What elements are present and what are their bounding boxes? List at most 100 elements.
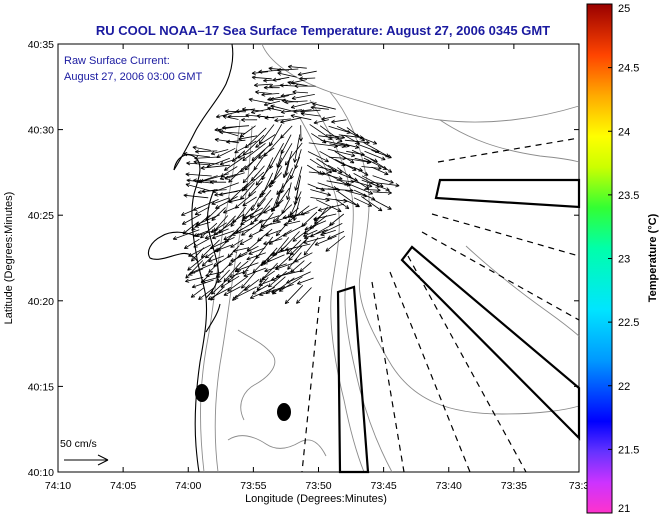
y-tick-label: 40:15 — [28, 381, 54, 393]
current-vector — [309, 158, 332, 174]
current-vector — [280, 117, 302, 124]
current-vector — [372, 175, 394, 184]
current-vector — [372, 190, 392, 195]
current-vector — [284, 157, 291, 176]
current-vector — [185, 183, 211, 192]
current-vector — [188, 244, 212, 257]
colorbar-tick-label: 22 — [618, 381, 630, 393]
current-vector — [258, 124, 275, 145]
current-vector — [234, 140, 257, 154]
current-vector — [280, 109, 303, 114]
current-vector — [258, 278, 277, 286]
x-tick-label: 74:05 — [110, 480, 136, 492]
current-vector — [289, 212, 310, 219]
current-vector — [209, 237, 235, 250]
contour-near-shore-2 — [214, 125, 253, 473]
current-vector — [251, 284, 269, 295]
current-vector — [287, 64, 307, 69]
current-vector — [185, 276, 204, 283]
y-tick-label: 40:35 — [28, 39, 54, 51]
current-vector — [248, 247, 266, 255]
chart-title: RU COOL NOAA–17 Sea Surface Temperature:… — [96, 23, 550, 38]
current-vector — [369, 158, 393, 173]
current-vector — [296, 277, 314, 285]
current-vector — [232, 247, 249, 253]
y-axis-label: Latitude (Degrees:Minutes) — [3, 192, 15, 325]
current-vector — [336, 141, 360, 149]
current-vector — [354, 134, 378, 145]
current-vector — [185, 172, 212, 177]
current-vector — [294, 166, 303, 191]
x-tick-label: 73:35 — [501, 480, 527, 492]
current-vector — [198, 287, 215, 300]
current-vector — [187, 255, 206, 271]
current-vector — [220, 275, 240, 288]
current-vector — [293, 134, 301, 163]
current-vector — [214, 137, 240, 144]
current-vector — [222, 125, 250, 130]
current-vector — [275, 270, 302, 278]
current-vector — [239, 237, 253, 245]
current-vector — [287, 80, 308, 87]
current-vector — [280, 93, 296, 98]
y-tick-label: 40:30 — [28, 125, 54, 137]
contour-south-patch — [237, 329, 276, 421]
contour-east-shelf — [465, 245, 580, 337]
current-vector — [237, 150, 254, 159]
current-vector — [172, 229, 200, 240]
current-vector — [287, 252, 302, 270]
current-vector — [313, 119, 329, 125]
current-vector — [211, 230, 235, 240]
x-tick-label: 73:50 — [305, 480, 331, 492]
current-vector — [180, 206, 201, 216]
contour-mid-shelf — [299, 117, 365, 473]
contour-shelf-outer — [261, 43, 580, 123]
current-vector — [264, 115, 285, 120]
current-vector — [331, 119, 347, 124]
current-vector — [238, 135, 258, 141]
scale-arrow — [64, 454, 109, 466]
current-vector — [267, 106, 282, 112]
current-vector — [286, 182, 292, 200]
current-vector — [265, 229, 282, 237]
current-vector — [235, 108, 256, 114]
buoy-marker-west — [195, 384, 209, 402]
current-vector — [205, 271, 224, 278]
current-vector — [182, 221, 199, 235]
dashed-line-7 — [437, 137, 580, 163]
current-vector — [230, 253, 248, 262]
dashed-line-6 — [431, 213, 580, 257]
current-vector — [371, 149, 392, 159]
current-vector — [258, 147, 275, 159]
current-vector — [224, 172, 245, 180]
plot-frame — [57, 43, 580, 473]
current-vector — [242, 167, 257, 184]
colorbar-tick-label: 23 — [618, 254, 630, 266]
current-vector — [211, 197, 230, 205]
current-vector — [307, 151, 329, 163]
current-vector — [201, 189, 227, 194]
current-vector — [195, 229, 219, 238]
contour-canyon-inner — [309, 99, 393, 473]
current-vector — [242, 142, 266, 162]
current-vector — [255, 90, 272, 95]
current-vector — [303, 237, 319, 256]
current-vector — [263, 100, 281, 107]
current-vector — [242, 196, 257, 207]
current-vector — [230, 239, 244, 248]
current-vector — [216, 263, 231, 278]
current-vector — [316, 199, 342, 212]
current-vector — [226, 139, 246, 144]
colorbar-tick-label: 24.5 — [618, 63, 639, 75]
current-vector — [201, 254, 214, 267]
current-vector — [208, 260, 221, 273]
x-tick-label: 73:40 — [436, 480, 462, 492]
current-vector — [194, 156, 219, 161]
current-vector — [251, 75, 272, 80]
contour-east-lobe — [439, 119, 580, 163]
x-tick-label: 74:10 — [45, 480, 71, 492]
contour-south-wiggle — [227, 435, 327, 457]
current-vector — [286, 239, 302, 255]
contour-canyon-north — [329, 91, 580, 415]
